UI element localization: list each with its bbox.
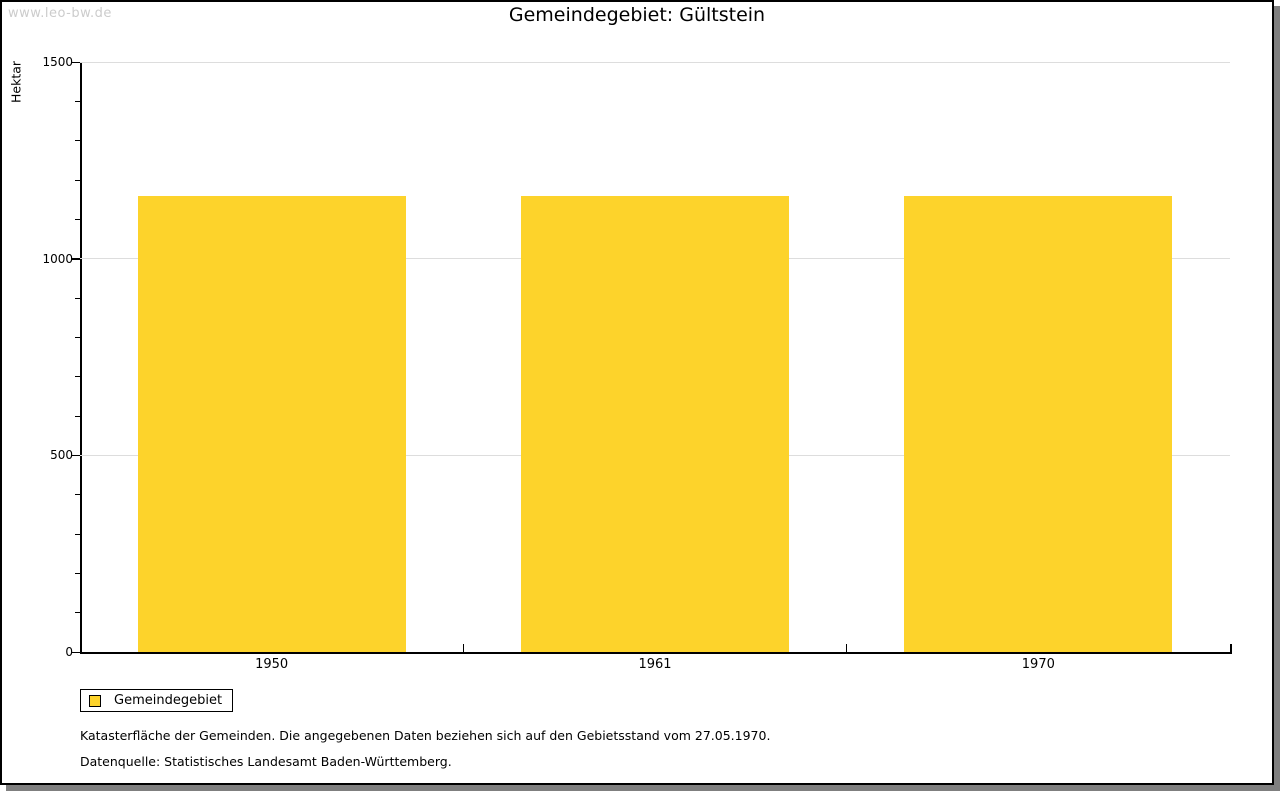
y-axis-minor-tick — [75, 572, 80, 574]
y-axis-minor-tick — [75, 336, 80, 338]
bar-1950 — [138, 196, 406, 652]
y-axis-major-tick — [71, 61, 80, 63]
y-axis-tick-label: 1000 — [42, 251, 73, 266]
y-axis-minor-tick — [75, 533, 80, 535]
y-axis-minor-tick — [75, 218, 80, 220]
x-axis-label-1970: 1970 — [1021, 657, 1055, 672]
y-axis-major-tick — [71, 454, 80, 457]
y-axis-minor-tick — [75, 494, 80, 496]
watermark-text: www.leo-bw.de — [8, 6, 112, 21]
y-axis-minor-tick — [75, 100, 80, 102]
y-axis-tick-label: 1500 — [42, 55, 73, 69]
y-axis-minor-tick — [75, 376, 80, 378]
y-axis-tick-label: 0 — [65, 645, 73, 659]
x-axis-line — [80, 652, 1232, 654]
legend-box: Gemeindegebiet — [80, 689, 233, 712]
x-axis-boundary-tick — [462, 644, 464, 652]
footnote-gebietsstand: Katasterfläche der Gemeinden. Die angege… — [80, 728, 771, 743]
legend-color-swatch — [89, 694, 101, 707]
y-axis-minor-tick — [75, 415, 80, 417]
y-axis-major-tick — [71, 651, 80, 653]
y-axis-line — [80, 62, 82, 652]
y-axis-minor-tick — [75, 179, 80, 181]
y-axis-tick-label: 500 — [50, 448, 73, 463]
y-axis-minor-tick — [75, 140, 80, 142]
gridline-1500 — [80, 61, 1230, 63]
bar-1961 — [521, 196, 789, 652]
y-axis-tick-labels: 0 500 1000 1500 — [2, 55, 73, 659]
y-axis-major-tick — [71, 258, 80, 260]
x-axis-label-1950: 1950 — [255, 657, 289, 672]
x-axis-boundary-tick — [846, 644, 848, 652]
chart-title: Gemeindegebiet: Gültstein — [508, 4, 766, 26]
x-axis-end-tick — [1230, 644, 1232, 652]
footnote-datenquelle: Datenquelle: Statistisches Landesamt Bad… — [80, 754, 452, 769]
legend-label: Gemeindegebiet — [114, 693, 223, 708]
y-axis-minor-tick — [75, 612, 80, 614]
x-axis-label-1961: 1961 — [638, 657, 672, 672]
y-axis-minor-tick — [75, 297, 80, 299]
bar-1970 — [904, 196, 1172, 652]
plot-area — [71, 61, 1232, 654]
